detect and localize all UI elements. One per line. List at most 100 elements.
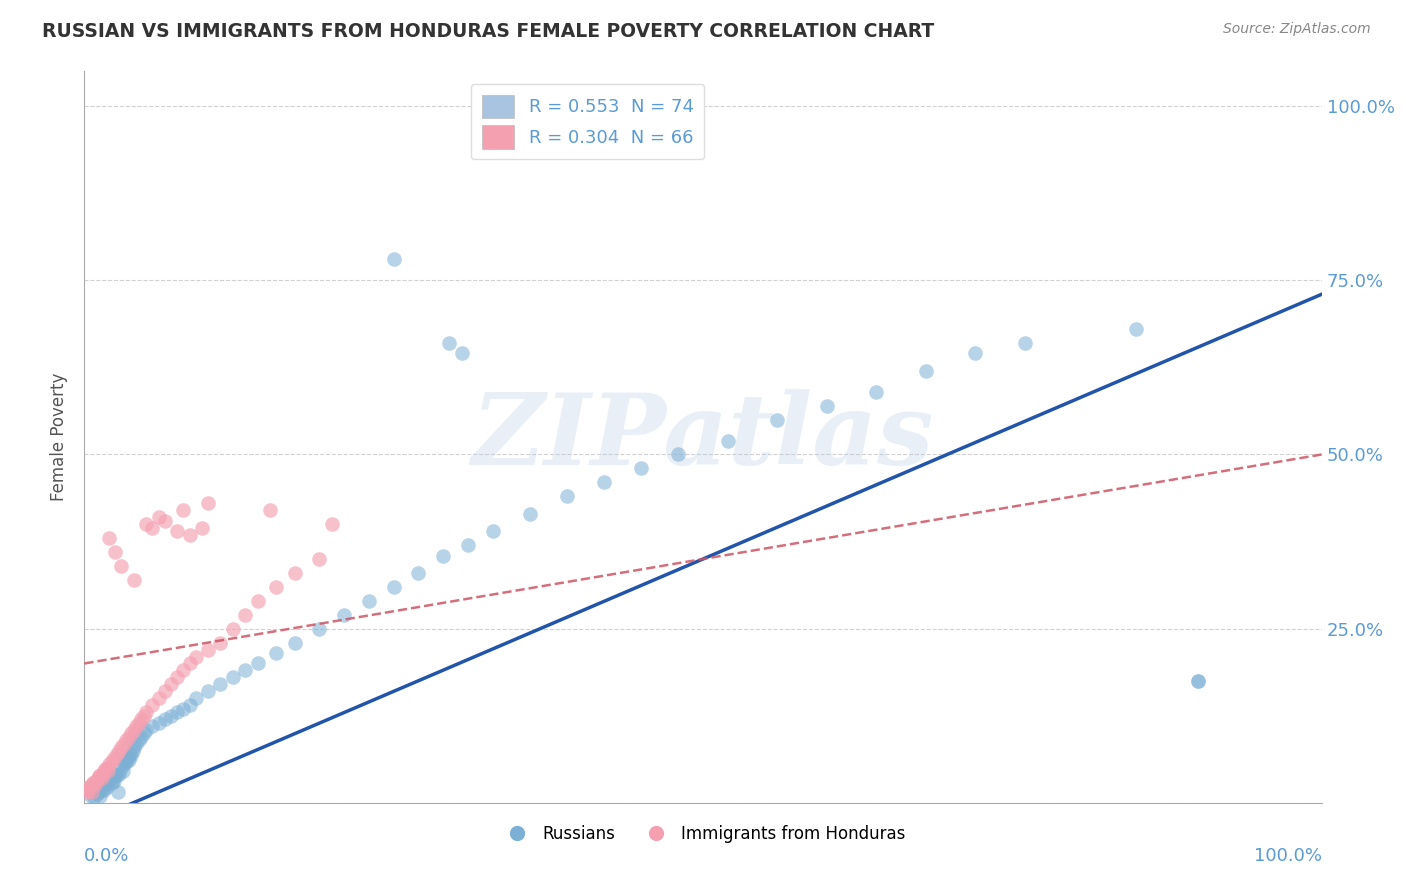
Point — [111, 764, 134, 779]
Point — [98, 775, 121, 789]
Point — [179, 527, 201, 541]
Point — [264, 646, 287, 660]
Point — [117, 750, 139, 764]
Point — [333, 607, 356, 622]
Point — [141, 719, 163, 733]
Point — [120, 726, 142, 740]
Point — [94, 763, 117, 777]
Point — [1125, 322, 1147, 336]
Point — [128, 715, 150, 730]
Point — [129, 730, 152, 744]
Point — [197, 684, 219, 698]
Point — [382, 252, 405, 267]
Point — [141, 521, 163, 535]
Point — [965, 346, 987, 360]
Point — [98, 757, 121, 772]
Text: 100.0%: 100.0% — [1254, 847, 1322, 864]
Point — [382, 580, 405, 594]
Point — [79, 780, 101, 795]
Point — [717, 434, 740, 448]
Point — [112, 757, 135, 772]
Point — [135, 517, 157, 532]
Point — [439, 336, 461, 351]
Point — [115, 733, 138, 747]
Text: 0.0%: 0.0% — [84, 847, 129, 864]
Point — [630, 461, 652, 475]
Point — [132, 708, 155, 723]
Point — [246, 657, 269, 671]
Point — [100, 754, 122, 768]
Point — [96, 780, 118, 795]
Point — [89, 769, 111, 783]
Point — [197, 496, 219, 510]
Point — [110, 761, 132, 775]
Point — [184, 649, 207, 664]
Point — [128, 733, 150, 747]
Point — [308, 552, 330, 566]
Point — [129, 712, 152, 726]
Point — [914, 364, 936, 378]
Point — [172, 664, 194, 678]
Point — [107, 785, 129, 799]
Point — [135, 705, 157, 719]
Point — [122, 740, 145, 755]
Point — [1187, 673, 1209, 688]
Y-axis label: Female Poverty: Female Poverty — [51, 373, 69, 501]
Point — [115, 756, 138, 770]
Point — [172, 702, 194, 716]
Point — [179, 698, 201, 713]
Point — [233, 607, 256, 622]
Point — [125, 719, 148, 733]
Point — [112, 737, 135, 751]
Point — [121, 743, 143, 757]
Point — [481, 524, 503, 538]
Point — [135, 723, 157, 737]
Point — [153, 514, 176, 528]
Point — [91, 781, 114, 796]
Point — [93, 783, 115, 797]
Point — [166, 670, 188, 684]
Point — [197, 642, 219, 657]
Point — [1187, 673, 1209, 688]
Point — [101, 772, 124, 786]
Legend: Russians, Immigrants from Honduras: Russians, Immigrants from Honduras — [494, 818, 912, 849]
Point — [84, 778, 107, 792]
Point — [97, 764, 120, 779]
Point — [122, 723, 145, 737]
Text: ZIPatlas: ZIPatlas — [472, 389, 934, 485]
Point — [308, 622, 330, 636]
Point — [284, 635, 307, 649]
Text: Source: ZipAtlas.com: Source: ZipAtlas.com — [1223, 22, 1371, 37]
Point — [160, 677, 183, 691]
Point — [519, 507, 541, 521]
Point — [120, 748, 142, 763]
Point — [209, 635, 232, 649]
Point — [222, 622, 245, 636]
Point — [100, 776, 122, 790]
Point — [79, 789, 101, 803]
Point — [357, 594, 380, 608]
Point — [105, 747, 128, 761]
Point — [766, 412, 789, 426]
Point — [179, 657, 201, 671]
Point — [259, 503, 281, 517]
Point — [148, 691, 170, 706]
Point — [89, 768, 111, 782]
Point — [114, 754, 136, 768]
Point — [77, 783, 100, 797]
Point — [172, 503, 194, 517]
Point — [284, 566, 307, 580]
Point — [93, 764, 115, 779]
Point — [89, 785, 111, 799]
Point — [82, 776, 104, 790]
Point — [86, 773, 108, 788]
Point — [108, 743, 131, 757]
Point — [96, 761, 118, 775]
Point — [77, 785, 100, 799]
Point — [94, 778, 117, 792]
Point — [108, 766, 131, 780]
Point — [120, 747, 142, 761]
Point — [457, 538, 479, 552]
Point — [160, 708, 183, 723]
Point — [865, 384, 887, 399]
